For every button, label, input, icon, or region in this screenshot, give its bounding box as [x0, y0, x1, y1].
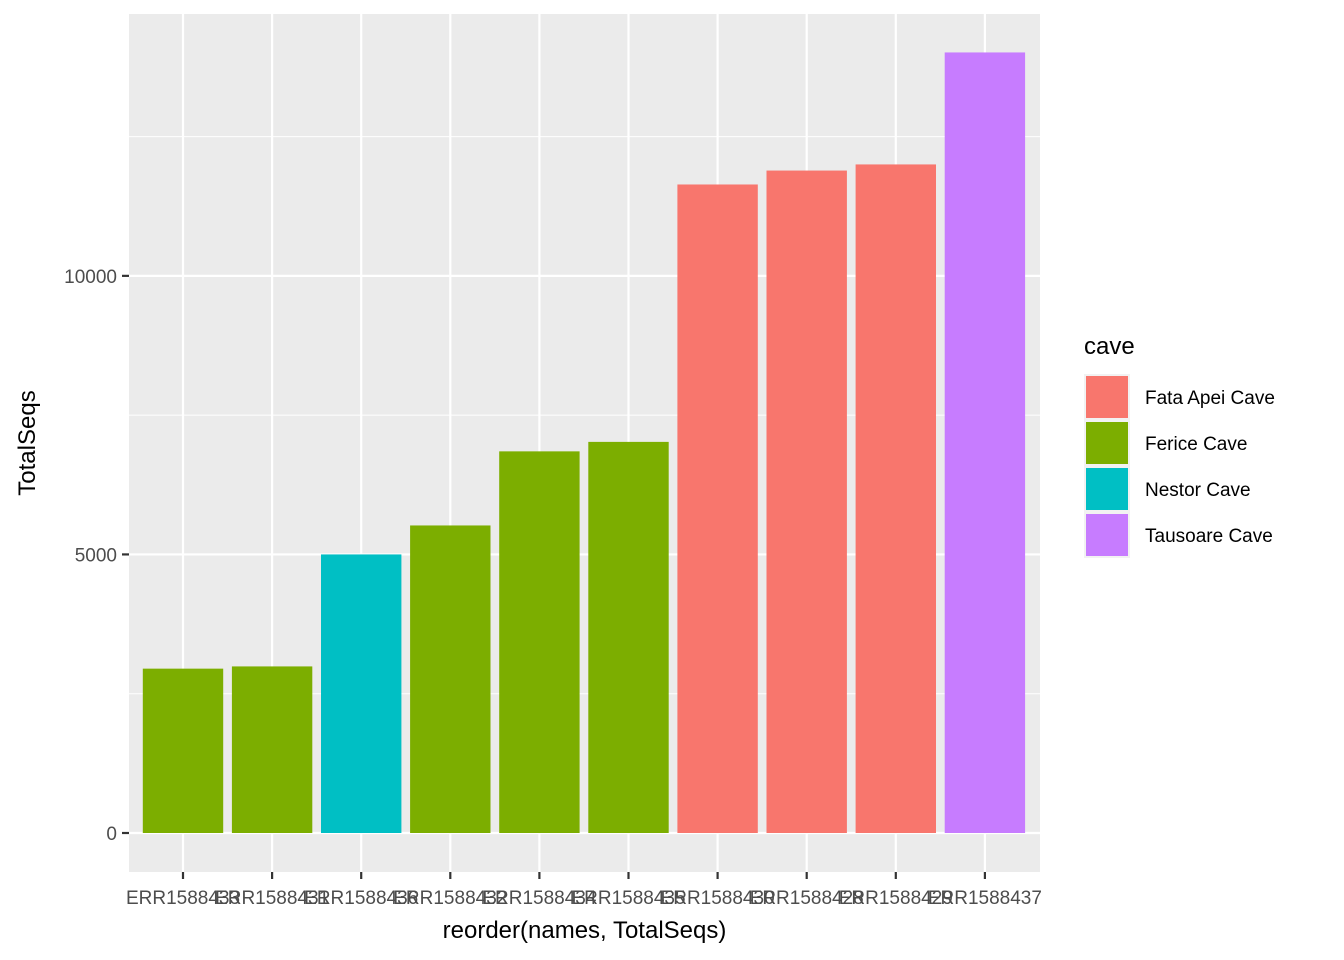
- legend-title: cave: [1084, 333, 1135, 360]
- bar-ERR1588429: [855, 164, 936, 833]
- x-tick-label: ERR1588429: [839, 888, 953, 909]
- bar-ERR1588434: [499, 451, 580, 833]
- x-tick-label: ERR1588434: [482, 888, 597, 909]
- legend-label: Fata Apei Cave: [1145, 388, 1275, 409]
- y-tick-label: 0: [106, 824, 117, 845]
- legend-swatch: [1086, 468, 1128, 510]
- y-axis: 0 5000 10000: [64, 267, 129, 845]
- legend-entries: Fata Apei Cave Ferice Cave Nestor Cave Taus…: [1084, 374, 1275, 558]
- legend-swatch: [1086, 376, 1128, 418]
- legend-swatch: [1086, 514, 1128, 556]
- legend: cave Fata Apei Cave Ferice Cave Nestor Cav…: [1084, 333, 1275, 558]
- x-tick-label: ERR1588435: [571, 888, 685, 909]
- bar-ERR1588430: [677, 184, 758, 833]
- x-tick-label: ERR1588433: [126, 888, 240, 909]
- bar-ERR1588436: [321, 554, 402, 833]
- y-axis-title: TotalSeqs: [14, 390, 41, 495]
- x-tick-label: ERR1588430: [661, 888, 775, 909]
- bar-ERR1588431: [231, 666, 313, 833]
- bar-ERR1588432: [410, 525, 491, 833]
- legend-label: Ferice Cave: [1145, 434, 1247, 455]
- y-tick-label: 10000: [64, 267, 117, 288]
- bars: [142, 52, 1026, 834]
- y-tick-label: 5000: [75, 545, 117, 566]
- legend-swatch: [1086, 422, 1128, 464]
- bar-ERR1588433: [142, 668, 224, 833]
- x-tick-label: ERR1588437: [928, 888, 1042, 909]
- x-axis-title: reorder(names, TotalSeqs): [443, 917, 727, 944]
- legend-label: Nestor Cave: [1145, 480, 1251, 501]
- x-tick-label: ERR1588432: [393, 888, 507, 909]
- x-tick-label: ERR1588428: [750, 888, 864, 909]
- bar-ERR1588437: [944, 52, 1026, 833]
- x-axis: ERR1588433ERR1588431ERR1588436ERR1588432…: [126, 872, 1042, 909]
- x-tick-label: ERR1588436: [304, 888, 418, 909]
- x-tick-label: ERR1588431: [215, 888, 329, 909]
- legend-label: Tausoare Cave: [1145, 526, 1273, 547]
- bar-ERR1588435: [588, 441, 669, 833]
- bar-ERR1588428: [766, 170, 847, 834]
